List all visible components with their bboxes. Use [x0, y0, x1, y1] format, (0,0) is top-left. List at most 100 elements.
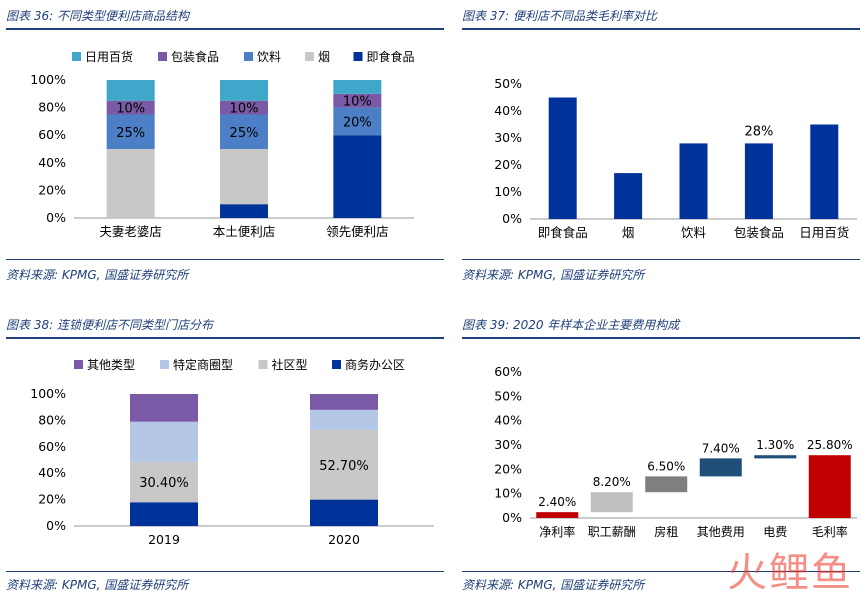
source-note: 资料来源: KPMG, 国盛证券研究所: [462, 268, 645, 282]
legend-label: 饮料: [257, 50, 281, 64]
data-label: 30.40%: [139, 476, 189, 491]
waterfall-bar: [808, 455, 851, 518]
source-note: 资料来源: KPMG, 国盛证券研究所: [6, 268, 189, 282]
x-tick-label: 饮料: [681, 225, 707, 240]
legend-label: 商务办公区: [345, 357, 405, 372]
data-label: 10%: [230, 102, 259, 117]
legend-swatch: [353, 52, 363, 61]
bar: [744, 143, 773, 219]
legend-label: 其他类型: [87, 358, 135, 372]
bar-segment: [220, 204, 268, 218]
y-tick-label: 40%: [38, 465, 66, 480]
y-tick-label: 60%: [38, 127, 66, 142]
y-tick-label: 40%: [38, 155, 66, 170]
bar-segment: [106, 114, 155, 149]
legend-swatch: [244, 52, 253, 61]
bar-segment: [106, 149, 155, 218]
source-rule: [462, 571, 860, 572]
data-label: 28%: [744, 124, 773, 139]
panel-gross-margin: 图表 37: 便利店不同品类毛利率对比 0% 10% 20% 30% 40% 50% 28%…: [462, 4, 860, 294]
legend-swatch: [258, 360, 268, 369]
y-tick-label: 60%: [38, 439, 66, 454]
legend-label: 烟: [318, 50, 330, 64]
data-label: 20%: [343, 115, 372, 130]
x-tick-label: 房租: [654, 524, 678, 539]
title-rule: [6, 337, 444, 339]
legend-label: 包装食品: [171, 49, 219, 64]
bar-segment: [106, 80, 155, 101]
data-label: 10%: [343, 95, 372, 110]
data-label: 2.40%: [538, 495, 576, 509]
data-label: 25.80%: [807, 438, 853, 452]
bar-segment: [310, 430, 378, 500]
bar-segment: [333, 80, 382, 94]
bar-segment: [130, 462, 198, 503]
x-tick-label: 夫妻老婆店: [99, 224, 162, 239]
waterfall-bar: [645, 476, 688, 493]
y-tick-label: 20%: [38, 182, 66, 197]
y-tick-label: 50%: [494, 76, 522, 91]
y-tick-label: 30%: [494, 130, 522, 145]
x-tick-label: 日用百货: [799, 225, 849, 240]
x-tick-label: 电费: [763, 525, 787, 539]
bar-segment: [220, 80, 268, 101]
panel-store-distribution: 图表 38: 连锁便利店不同类型门店分布 0% 20% 40% 60% 80% 100% 3…: [6, 312, 444, 597]
legend-swatch: [158, 52, 167, 61]
data-label: 10%: [116, 102, 145, 117]
legend-label: 社区型: [272, 357, 308, 372]
bar-segment: [106, 100, 155, 115]
source-note: 资料来源: KPMG, 国盛证券研究所: [6, 578, 189, 592]
bar: [548, 97, 577, 219]
y-tick-label: 0%: [46, 518, 66, 533]
waterfall-bar: [699, 458, 742, 477]
bar-segment: [333, 107, 382, 136]
title-rule: [462, 28, 860, 30]
y-tick-label: 20%: [38, 492, 66, 507]
bar-segment: [130, 421, 198, 463]
bar-segment: [333, 93, 382, 108]
chart-title: 图表 39: 2020 年样本企业主要费用构成: [462, 318, 680, 332]
source-rule: [462, 259, 860, 260]
x-tick-label: 职工薪酬: [588, 525, 636, 539]
bar-segment: [220, 114, 268, 149]
bar-segment: [310, 499, 378, 526]
data-label: 1.30%: [756, 438, 794, 452]
y-tick-label: 100%: [30, 72, 66, 87]
bar-segment: [220, 100, 268, 115]
x-tick-label: 烟: [622, 225, 635, 240]
waterfall-bar: [590, 492, 633, 513]
bar-segment: [310, 394, 378, 410]
bar-segment: [310, 409, 378, 431]
title-rule: [462, 337, 860, 339]
bar-segment: [130, 502, 198, 526]
legend-swatch: [160, 360, 169, 369]
title-rule: [6, 28, 444, 30]
y-tick-label: 80%: [38, 412, 66, 427]
x-tick-label: 包装食品: [734, 225, 784, 240]
bar-segment: [130, 394, 198, 422]
legend-swatch: [305, 52, 314, 61]
bar: [679, 143, 708, 219]
chart-product-structure: 0% 20% 40% 60% 80% 100% 25% 10% 25% 10% 20% 10% 夫妻老婆…: [30, 49, 414, 239]
y-tick-label: 10%: [494, 486, 522, 501]
y-tick-label: 0%: [46, 210, 66, 225]
watermark-logo: 火鲤鱼: [727, 550, 853, 596]
y-tick-label: 0%: [502, 510, 522, 525]
waterfall-bar: [536, 512, 579, 518]
chart-title: 图表 36: 不同类型便利店商品结构: [6, 9, 189, 23]
data-label: 8.20%: [593, 475, 631, 489]
chart-title: 图表 38: 连锁便利店不同类型门店分布: [6, 318, 213, 332]
bar: [614, 173, 643, 219]
x-tick-label: 其他费用: [697, 525, 745, 539]
y-tick-label: 20%: [494, 157, 522, 172]
data-label: 7.40%: [702, 441, 740, 455]
waterfall-bar: [754, 455, 797, 459]
source-note: 资料来源: KPMG, 国盛证券研究所: [462, 578, 645, 592]
x-tick-label: 毛利率: [812, 524, 848, 539]
x-tick-label: 即食食品: [538, 225, 588, 240]
x-tick-label: 2020: [328, 532, 360, 547]
legend-swatch: [74, 360, 83, 369]
x-tick-label: 领先便利店: [326, 224, 389, 239]
y-tick-label: 80%: [38, 100, 66, 115]
y-tick-label: 60%: [494, 364, 522, 379]
